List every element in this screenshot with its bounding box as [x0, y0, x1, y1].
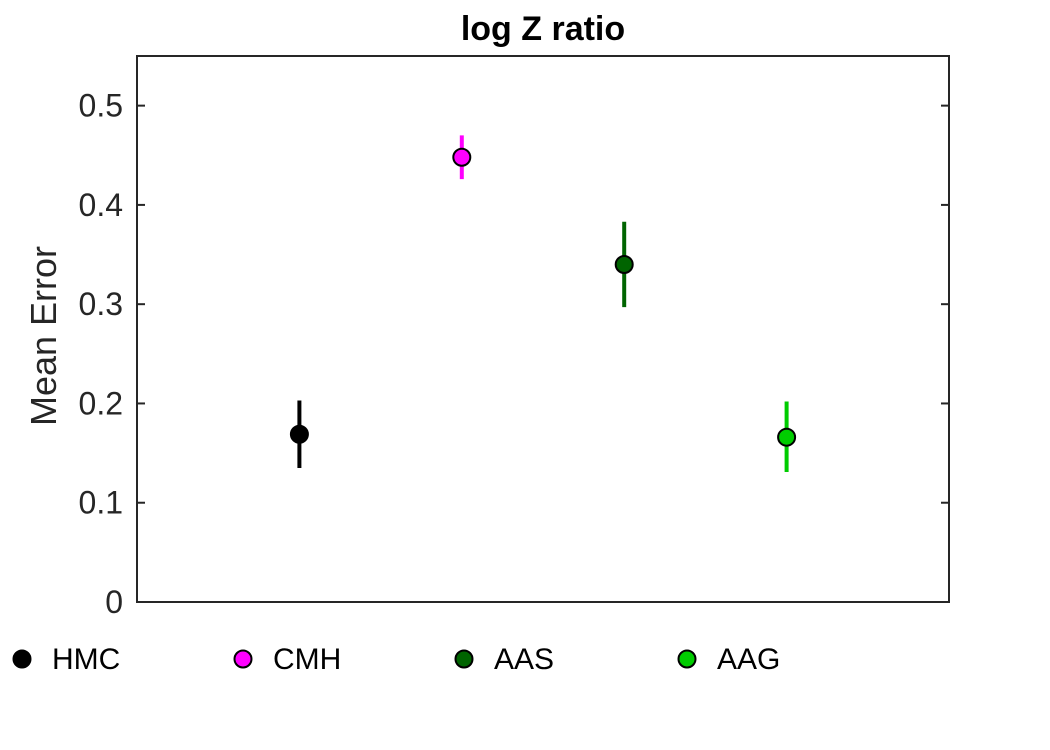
legend-marker: [233, 649, 253, 669]
legend-marker: [12, 649, 32, 669]
legend-item-aas: AAS: [454, 643, 554, 676]
series-aas: [614, 221, 634, 308]
series-aag: [777, 401, 797, 472]
legend-label: AAS: [494, 643, 554, 676]
data-point-aas: [614, 254, 634, 274]
y-tick-label: 0.4: [79, 187, 123, 223]
plot-area: [136, 55, 950, 603]
y-tick-label: 0.1: [79, 485, 123, 521]
y-tick-label: 0.3: [79, 286, 123, 322]
y-tick-label: 0: [105, 584, 123, 620]
legend-label: HMC: [52, 643, 120, 676]
y-tick-label: 0.5: [79, 88, 123, 124]
data-point-hmc: [289, 424, 309, 444]
plot-frame: [136, 55, 950, 603]
chart-title: log Z ratio: [461, 10, 625, 48]
series-hmc: [289, 400, 309, 468]
y-tick-label: 0.2: [79, 385, 123, 421]
y-axis: 0 0.1 0.2 0.3 0.4 0.5: [79, 88, 949, 620]
series-cmh: [452, 135, 472, 180]
legend-label: CMH: [273, 643, 341, 676]
y-axis-label: Mean Error: [23, 246, 64, 426]
legend-item-hmc: HMC: [12, 643, 120, 676]
data-point-aag: [777, 427, 797, 447]
series-group: [289, 135, 797, 472]
legend-item-aag: AAG: [677, 643, 780, 676]
legend: HMC CMH AAS AAG: [12, 643, 780, 676]
legend-label: AAG: [717, 643, 780, 676]
legend-item-cmh: CMH: [233, 643, 341, 676]
legend-marker: [677, 649, 697, 669]
data-point-cmh: [452, 147, 472, 167]
legend-marker: [454, 649, 474, 669]
